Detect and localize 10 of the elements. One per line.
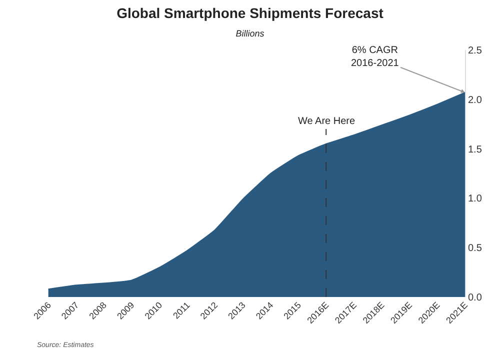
- y-tick-label: 2.5: [468, 46, 482, 56]
- y-tick-label: 0.0: [468, 292, 482, 304]
- y-tick-label: 1.5: [468, 144, 482, 156]
- annotation: 6% CAGR 2016-2021: [351, 45, 400, 69]
- y-tick-label: 2.0: [468, 94, 482, 106]
- y-tick-label: 1.0: [468, 194, 482, 205]
- chart-subtitle: Billions: [236, 28, 265, 38]
- y-tick-label: 0.5: [468, 243, 482, 254]
- chart-title: Global Smartphone Shipments Forecast: [116, 5, 384, 22]
- ref-line-label: We Are Here: [298, 116, 356, 127]
